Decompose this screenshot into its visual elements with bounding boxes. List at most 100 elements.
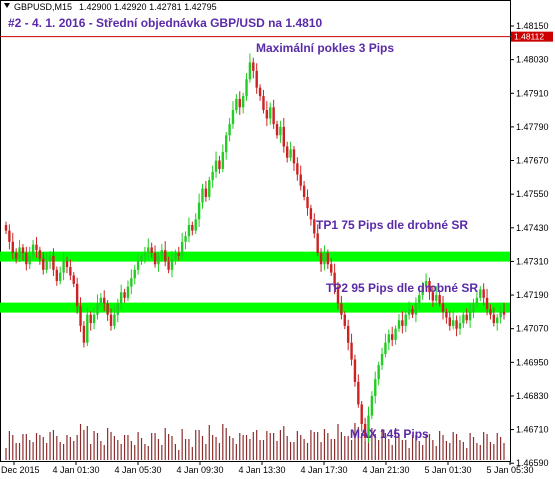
candle-body xyxy=(153,253,157,265)
candle-body xyxy=(106,303,109,315)
candle-body xyxy=(269,107,272,119)
candle-body xyxy=(258,87,262,97)
candle-body xyxy=(69,267,72,276)
candle-body xyxy=(340,303,343,315)
max-price-tag xyxy=(511,31,553,42)
candle-body xyxy=(245,79,248,97)
candle-body xyxy=(177,253,180,256)
tp-zone-1 xyxy=(0,251,510,262)
candle-body xyxy=(119,292,123,304)
candle-body xyxy=(35,244,38,251)
candle-body xyxy=(28,255,31,265)
candle-body xyxy=(126,286,130,298)
candle-body xyxy=(11,241,14,254)
candle-body xyxy=(116,303,119,315)
candle-body xyxy=(167,261,170,270)
candle-body xyxy=(221,152,225,169)
candle-body xyxy=(414,303,418,315)
candle-body xyxy=(465,314,468,321)
y-tick-label: 1.46590 xyxy=(516,458,549,468)
candle-body xyxy=(65,261,69,268)
candle-body xyxy=(275,124,279,136)
candle-body xyxy=(485,297,489,310)
candle-body xyxy=(323,253,326,265)
candle-body xyxy=(204,188,208,197)
candle-body xyxy=(482,289,485,298)
candle-body xyxy=(302,185,306,197)
candle-body xyxy=(441,303,445,312)
candle-body xyxy=(130,278,133,287)
plot-frame xyxy=(0,0,511,462)
candle-body xyxy=(21,247,25,254)
x-axis: 31 Dec 2015 4 Jan 01:30 4 Jan 05:30 4 Jan 0… xyxy=(0,461,534,475)
tp-zones xyxy=(0,251,510,313)
candle-body xyxy=(4,224,8,231)
candle-body xyxy=(48,255,52,262)
candle-body xyxy=(113,314,116,326)
candle-body xyxy=(218,160,221,169)
x-tick-label: 4 Jan 21:30 xyxy=(362,465,409,475)
candle-body xyxy=(248,62,252,80)
candle-body xyxy=(401,320,404,326)
symbol-label: GBPUSD,M15 xyxy=(14,2,72,12)
candle-body xyxy=(25,253,28,265)
candle-body xyxy=(59,272,62,282)
candle-body xyxy=(387,334,391,343)
candle-body xyxy=(346,325,350,343)
candle-body xyxy=(353,359,357,382)
candle-body xyxy=(296,163,299,175)
candle-body xyxy=(14,253,18,259)
y-tick-label: 1.47070 xyxy=(516,324,549,334)
candle-body xyxy=(235,98,238,111)
candle-body xyxy=(238,98,241,108)
candle-body xyxy=(492,314,496,324)
zone-label-tp2: TP2 95 Pips dle drobné SR xyxy=(326,281,478,295)
candle-body xyxy=(306,196,309,209)
candle-body xyxy=(319,253,323,265)
candle-body xyxy=(75,283,79,307)
candle-body xyxy=(170,258,174,270)
candle-body xyxy=(103,297,106,304)
candle-body xyxy=(472,303,475,312)
candle-body xyxy=(391,334,394,340)
candle-body xyxy=(407,309,411,315)
candle-body xyxy=(394,328,397,340)
candle-body xyxy=(499,311,502,318)
candle-body xyxy=(363,423,367,438)
candle-body xyxy=(133,269,136,279)
candle-body xyxy=(201,188,204,203)
y-tick-label: 1.47910 xyxy=(516,88,549,98)
candle-body xyxy=(438,295,441,304)
candle-body xyxy=(380,353,384,366)
dropdown-triangle-icon[interactable] xyxy=(4,3,10,8)
candle-body xyxy=(208,180,211,197)
candle-body xyxy=(92,314,96,324)
candle-body xyxy=(435,295,438,301)
candle-body xyxy=(45,261,48,270)
candle-body xyxy=(272,107,275,125)
candle-body xyxy=(231,110,235,125)
candle-body xyxy=(428,281,431,293)
candle-body xyxy=(377,365,380,380)
candle-body xyxy=(99,297,103,304)
candle-body xyxy=(370,395,374,416)
candle-body xyxy=(109,314,113,326)
tp-zone-2 xyxy=(0,302,510,313)
candle-body xyxy=(313,219,316,234)
candle-body xyxy=(18,247,21,259)
candle-body xyxy=(255,70,258,88)
y-tick-label: 1.46830 xyxy=(516,391,549,401)
candle-body xyxy=(448,317,451,326)
candle-body xyxy=(86,314,89,343)
y-tick-label: 1.47430 xyxy=(516,223,549,233)
candle-body xyxy=(194,219,197,231)
y-axis: 1.48150 1.48030 1.47910 1.47790 1.47670 1.475… xyxy=(510,21,549,468)
candle-body xyxy=(397,320,401,329)
candle-body xyxy=(455,320,458,329)
candle-body xyxy=(140,255,143,262)
candle-body xyxy=(424,281,428,287)
candle-body xyxy=(330,264,333,273)
candle-body xyxy=(343,314,346,326)
candle-body xyxy=(336,286,340,304)
